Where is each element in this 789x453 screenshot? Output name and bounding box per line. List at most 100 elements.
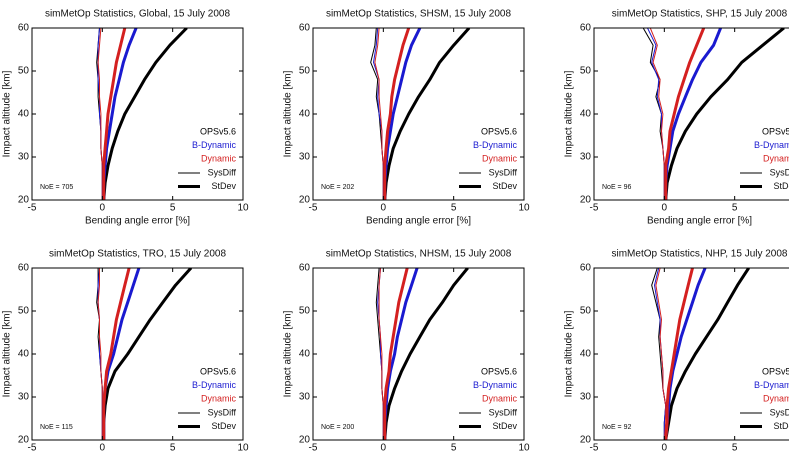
- data-line: [664, 28, 706, 200]
- y-axis-label: Impact altitude [km]: [564, 310, 575, 397]
- y-tick-label: 60: [580, 263, 592, 274]
- x-tick-label: 10: [237, 203, 249, 214]
- y-tick-label: 20: [299, 195, 311, 206]
- annotation: NoE = 202: [321, 184, 354, 191]
- legend-label: B-Dynamic: [473, 380, 518, 390]
- legend-label: SysDiff: [770, 167, 789, 177]
- chart-title: simMetOp Statistics, NHP, 15 July 2008: [612, 249, 788, 260]
- legend-label: OPSv5.6: [762, 126, 789, 136]
- legend-label: B-Dynamic: [754, 380, 789, 390]
- panel: simMetOp Statistics, SHSM, 15 July 2008 -…: [283, 9, 530, 227]
- legend-label: StDev: [492, 421, 517, 431]
- x-tick-label: 5: [170, 443, 176, 453]
- chart-title: simMetOp Statistics, NHSM, 15 July 2008: [326, 249, 512, 260]
- y-tick-label: 60: [299, 263, 311, 274]
- legend-label: Dynamic: [201, 153, 237, 163]
- legend-label: B-Dynamic: [192, 380, 237, 390]
- legend-label: Dynamic: [482, 153, 518, 163]
- y-tick-label: 60: [299, 23, 311, 34]
- x-tick-label: 0: [662, 203, 668, 214]
- legend-label: SysDiff: [208, 407, 237, 417]
- y-tick-label: 40: [299, 349, 311, 360]
- legend-label: Dynamic: [201, 393, 237, 403]
- y-tick-label: 30: [580, 392, 592, 403]
- y-tick-label: 50: [18, 66, 30, 77]
- legend-label: SysDiff: [489, 407, 518, 417]
- legend-label: SysDiff: [489, 167, 518, 177]
- y-tick-label: 20: [299, 435, 311, 446]
- x-tick-label: 0: [381, 443, 387, 453]
- data-line: [664, 268, 694, 440]
- chart-title: simMetOp Statistics, TRO, 15 July 2008: [49, 249, 227, 260]
- annotation: NoE = 200: [321, 424, 354, 431]
- y-tick-label: 40: [18, 349, 30, 360]
- y-tick-label: 50: [18, 306, 30, 317]
- x-tick-label: -5: [309, 203, 318, 214]
- data-line: [102, 268, 131, 440]
- data-line: [383, 268, 469, 440]
- x-axis-label: Bending angle error [%]: [85, 216, 190, 227]
- x-tick-label: 5: [451, 443, 457, 453]
- legend-label: StDev: [211, 181, 236, 191]
- y-axis-label: Impact altitude [km]: [283, 70, 294, 157]
- legend-label: Dynamic: [763, 153, 789, 163]
- legend-label: Dynamic: [763, 393, 789, 403]
- data-line: [664, 268, 750, 440]
- legend-label: B-Dynamic: [754, 140, 789, 150]
- y-tick-label: 20: [18, 195, 30, 206]
- panel: simMetOp Statistics, TRO, 15 July 2008 -5…: [2, 249, 249, 453]
- legend-label: StDev: [773, 181, 789, 191]
- data-line: [378, 268, 384, 440]
- data-line: [383, 28, 411, 200]
- y-tick-label: 50: [580, 66, 592, 77]
- x-tick-label: -5: [28, 203, 37, 214]
- y-tick-label: 50: [299, 306, 311, 317]
- legend-label: StDev: [773, 421, 789, 431]
- data-line: [102, 268, 193, 440]
- data-line: [383, 268, 409, 440]
- legend-label: OPSv5.6: [481, 366, 517, 376]
- x-tick-label: 5: [170, 203, 176, 214]
- panel: simMetOp Statistics, NHP, 15 July 2008 -5…: [564, 249, 789, 453]
- data-line: [649, 28, 665, 200]
- legend-label: B-Dynamic: [473, 140, 518, 150]
- data-line: [651, 268, 667, 440]
- y-tick-label: 30: [18, 152, 30, 163]
- annotation: NoE = 115: [40, 424, 73, 431]
- y-axis-label: Impact altitude [km]: [283, 310, 294, 397]
- x-tick-label: -5: [28, 443, 37, 453]
- x-tick-label: 10: [237, 443, 249, 453]
- x-tick-label: 10: [518, 443, 530, 453]
- y-tick-label: 60: [580, 23, 592, 34]
- panel: simMetOp Statistics, Global, 15 July 200…: [2, 9, 249, 227]
- data-line: [97, 28, 103, 200]
- x-tick-label: 0: [100, 443, 106, 453]
- y-tick-label: 50: [299, 66, 311, 77]
- legend-label: StDev: [211, 421, 236, 431]
- data-line: [97, 268, 103, 440]
- y-tick-label: 60: [18, 263, 30, 274]
- x-tick-label: -5: [590, 203, 599, 214]
- data-line: [383, 28, 471, 200]
- panel: simMetOp Statistics, NHSM, 15 July 2008 -…: [283, 249, 530, 453]
- y-tick-label: 20: [580, 195, 592, 206]
- legend-label: OPSv5.6: [200, 126, 236, 136]
- data-line: [377, 268, 384, 440]
- x-axis-label: Bending angle error [%]: [366, 216, 471, 227]
- plot-frame: [593, 27, 789, 201]
- chart-title: simMetOp Statistics, SHP, 15 July 2008: [612, 9, 788, 20]
- annotation: NoE = 92: [602, 424, 631, 431]
- x-tick-label: 0: [381, 203, 387, 214]
- x-tick-label: 0: [100, 203, 106, 214]
- x-tick-label: -5: [590, 443, 599, 453]
- y-tick-label: 60: [18, 23, 30, 34]
- annotation: NoE = 96: [602, 184, 631, 191]
- x-tick-label: 10: [518, 203, 530, 214]
- data-line: [370, 28, 384, 200]
- y-tick-label: 40: [299, 109, 311, 120]
- x-axis-label: Bending angle error [%]: [647, 216, 752, 227]
- y-tick-label: 20: [18, 435, 30, 446]
- plot-frame: [593, 267, 789, 441]
- legend-label: OPSv5.6: [762, 366, 789, 376]
- x-tick-label: 5: [451, 203, 457, 214]
